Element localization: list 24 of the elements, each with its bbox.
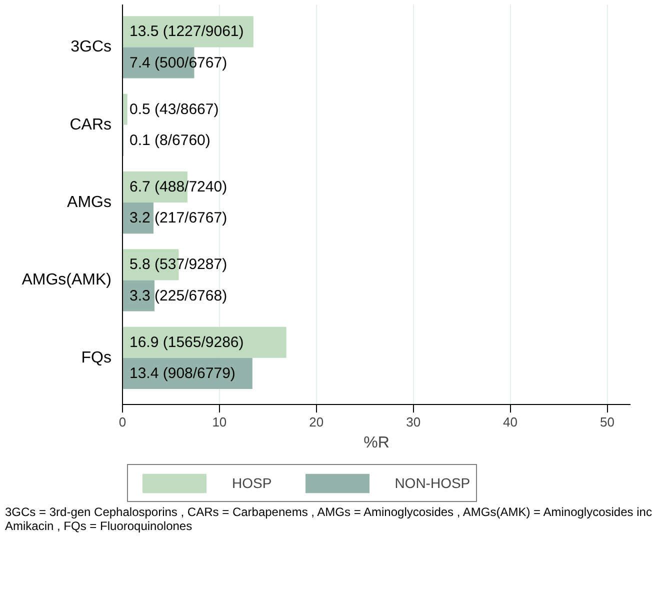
data-label: 13.5 (1227/9061) <box>130 23 244 40</box>
data-label: 13.4 (908/6779) <box>130 364 236 382</box>
data-label: 3.3 (225/6768) <box>130 287 228 304</box>
data-label: 5.8 (537/9287) <box>130 256 228 274</box>
x-tick-label: 40 <box>503 414 518 430</box>
y-tick-label: AMGs <box>67 194 112 212</box>
data-label: 6.7 (488/7240) <box>130 178 228 196</box>
y-tick-label: FQs <box>81 349 112 366</box>
data-label: 16.9 (1565/9286) <box>130 334 244 351</box>
x-axis-title: %R <box>364 434 390 452</box>
y-tick-label: 3GCs <box>70 38 112 56</box>
x-tick-label: 30 <box>406 414 421 430</box>
legend-label: NON-HOSP <box>394 475 470 491</box>
data-label: 0.1 (8/6760) <box>130 132 210 149</box>
x-tick-label: 20 <box>309 414 324 430</box>
text: 3GCs = 3rd-gen Cephalosporins , CARs = Carbapenems , AMGs = Aminoglycosides , AMGs(AMK) = Aminoglycosides inc Amikacin , FQs = Fluoroquinolones <box>5 505 653 534</box>
y-tick-label: CARs <box>70 116 112 134</box>
x-tick-label: 10 <box>212 414 227 430</box>
data-label: 0.5 (43/8667) <box>130 100 219 118</box>
data-label: 3.2 (217/6767) <box>130 210 228 227</box>
x-tick-label: 0 <box>118 414 126 430</box>
x-tick-label: 50 <box>600 414 614 430</box>
legend-label: HOSP <box>232 475 272 491</box>
y-tick-label: AMGs(AMK) <box>22 272 112 289</box>
